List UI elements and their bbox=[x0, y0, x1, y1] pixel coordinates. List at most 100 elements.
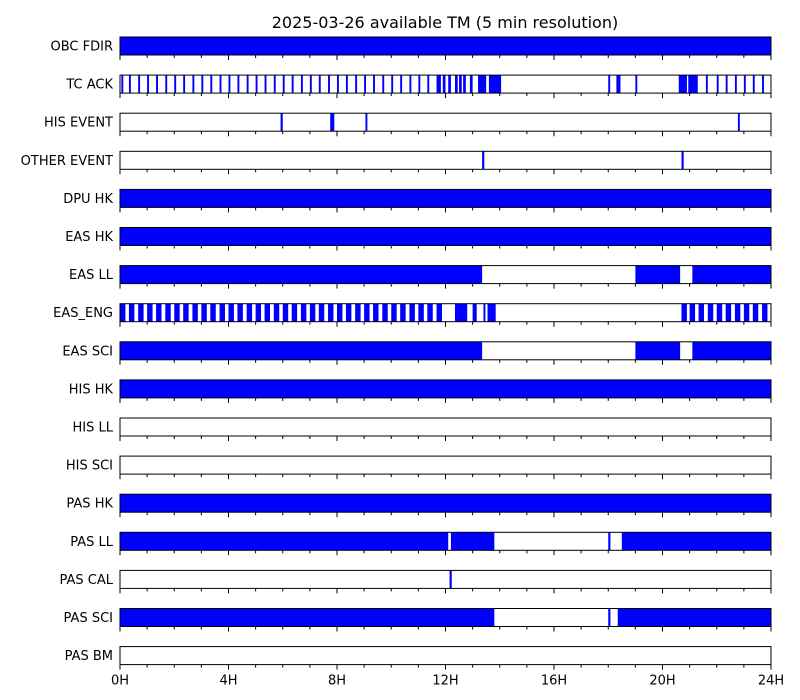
availability-bar bbox=[436, 303, 442, 322]
availability-bar bbox=[246, 303, 253, 322]
availability-bar bbox=[228, 303, 234, 322]
availability-bar bbox=[309, 303, 316, 322]
availability-bar bbox=[752, 75, 755, 94]
availability-bar bbox=[418, 75, 421, 94]
availability-bar bbox=[364, 75, 367, 94]
availability-bar bbox=[210, 75, 213, 94]
availability-bar bbox=[373, 75, 375, 94]
x-axis: 0H 4H 8H 12H 16H 20H 24H bbox=[111, 674, 784, 689]
availability-bar bbox=[450, 532, 495, 551]
availability-bar bbox=[478, 75, 487, 94]
row-his-sci: HIS SCI bbox=[66, 455, 772, 480]
row-label: OTHER EVENT bbox=[21, 154, 113, 169]
availability-bar bbox=[328, 303, 334, 322]
row-eas-ll: EAS LL bbox=[69, 265, 772, 289]
availability-bar bbox=[120, 341, 483, 360]
availability-bar bbox=[448, 75, 451, 94]
row-label: TC ACK bbox=[65, 78, 113, 93]
availability-bar bbox=[608, 75, 611, 94]
availability-bar bbox=[328, 75, 330, 94]
availability-bar bbox=[689, 303, 696, 322]
availability-bar bbox=[692, 341, 771, 360]
availability-bar bbox=[345, 75, 348, 94]
availability-bar bbox=[120, 303, 126, 322]
availability-bar bbox=[734, 303, 741, 322]
availability-bar bbox=[472, 303, 477, 322]
availability-bar bbox=[734, 75, 737, 94]
availability-bar bbox=[454, 303, 468, 322]
availability-bar bbox=[156, 75, 158, 94]
availability-bar bbox=[427, 303, 433, 322]
row-label: HIS HK bbox=[69, 382, 114, 397]
availability-bar bbox=[165, 75, 168, 94]
availability-bar bbox=[409, 75, 412, 94]
availability-bar bbox=[228, 75, 231, 94]
row-label: PAS SCI bbox=[64, 611, 113, 626]
availability-bar bbox=[355, 75, 358, 94]
availability-bar bbox=[237, 75, 240, 94]
availability-bar bbox=[743, 75, 746, 94]
row-label: PAS HK bbox=[66, 497, 113, 512]
row-frame bbox=[119, 417, 772, 437]
availability-bar bbox=[752, 303, 759, 322]
availability-bar bbox=[409, 303, 415, 322]
row-eas-hk: EAS HK bbox=[65, 227, 772, 251]
availability-bar bbox=[454, 75, 458, 94]
row-frame bbox=[119, 646, 772, 666]
availability-bar bbox=[436, 75, 441, 94]
row-pas-sci: PAS SCI bbox=[64, 608, 772, 632]
row-pas-hk: PAS HK bbox=[66, 493, 772, 518]
row-his-event: HIS EVENT bbox=[44, 112, 772, 137]
availability-bar bbox=[282, 303, 289, 322]
row-label: PAS BM bbox=[65, 649, 113, 664]
row-obc-fdir: OBC FDIR bbox=[51, 36, 772, 60]
availability-bar bbox=[120, 494, 771, 513]
x-tick-label: 8H bbox=[328, 674, 346, 689]
availability-bar bbox=[174, 303, 180, 322]
availability-bar bbox=[300, 303, 307, 322]
row-his-ll: HIS LL bbox=[73, 417, 772, 441]
row-other-event: OTHER EVENT bbox=[21, 150, 772, 175]
availability-bar bbox=[681, 151, 684, 170]
availability-bar bbox=[120, 532, 449, 551]
row-eas-sci: EAS SCI bbox=[62, 341, 772, 365]
availability-bar bbox=[201, 75, 204, 94]
availability-bar bbox=[192, 75, 195, 94]
availability-bar bbox=[309, 75, 312, 94]
availability-bar bbox=[705, 75, 708, 94]
availability-bar bbox=[147, 75, 150, 94]
availability-bar bbox=[219, 303, 225, 322]
availability-bar bbox=[192, 303, 198, 322]
availability-bar bbox=[255, 75, 258, 94]
x-tick-label: 24H bbox=[758, 674, 784, 689]
availability-bar bbox=[469, 75, 473, 94]
availability-bar bbox=[616, 75, 621, 94]
availability-bar bbox=[120, 379, 771, 398]
availability-bar bbox=[635, 265, 681, 284]
availability-bar bbox=[725, 75, 728, 94]
availability-bar bbox=[255, 303, 262, 322]
availability-bar bbox=[246, 75, 249, 94]
availability-bar bbox=[487, 303, 496, 322]
availability-bar bbox=[400, 303, 406, 322]
availability-bar bbox=[427, 75, 430, 94]
row-pas-bm: PAS BM bbox=[65, 646, 772, 670]
availability-bar bbox=[219, 75, 222, 94]
row-label: OBC FDIR bbox=[51, 40, 114, 55]
availability-bar bbox=[621, 532, 771, 551]
availability-bar bbox=[449, 570, 452, 589]
availability-bar bbox=[635, 341, 681, 360]
availability-bar bbox=[762, 303, 768, 322]
availability-bar bbox=[330, 113, 335, 132]
availability-bar bbox=[291, 303, 298, 322]
availability-bar bbox=[418, 303, 424, 322]
availability-bar bbox=[264, 75, 267, 94]
availability-bar bbox=[442, 75, 446, 94]
availability-bar bbox=[488, 75, 502, 94]
row-dpu-hk: DPU HK bbox=[63, 188, 772, 213]
availability-bar bbox=[138, 75, 141, 94]
availability-bar bbox=[364, 303, 370, 322]
availability-bar bbox=[737, 113, 740, 132]
availability-bar bbox=[608, 608, 611, 627]
